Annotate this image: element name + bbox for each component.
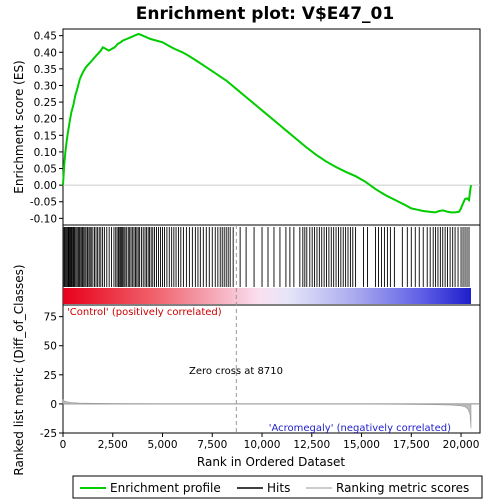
es-y-tick-label: 0.35 [34, 64, 57, 76]
rm-y-axis-label: Ranked list metric (Diff_of_Classes) [12, 264, 26, 475]
chart-title: Enrichment plot: V$E47_01 [136, 4, 394, 24]
x-axis: 0 2,500 5,000 7,500 10,000 12,500 15,000 17,500… [60, 433, 480, 451]
x-tick-label: 2,500 [98, 439, 128, 451]
ranking-metric-area [62, 399, 472, 429]
es-y-tick-label: 0.05 [34, 164, 57, 176]
rm-y-tick-label: 25 [44, 370, 57, 382]
rank-color-bar [63, 288, 471, 304]
x-tick-label: 5,000 [147, 439, 177, 451]
x-tick-label: 12,500 [293, 439, 330, 451]
x-tick-label: 0 [60, 439, 67, 451]
rm-y-tick-label: 75 [44, 312, 57, 324]
legend-label-enrichment: Enrichment profile [110, 481, 221, 495]
rm-y-axis: -25 0 25 50 75 [40, 312, 63, 440]
x-tick-label: 17,500 [393, 439, 430, 451]
es-y-axis: -0.10 -0.05 0.00 0.05 0.10 0.15 0.20 0.25 0.30 0.… [30, 31, 63, 225]
legend-label-ranking: Ranking metric scores [336, 481, 469, 495]
x-axis-label: Rank in Ordered Dataset [197, 455, 345, 469]
x-tick-label: 10,000 [244, 439, 281, 451]
x-tick-label: 15,000 [343, 439, 380, 451]
es-y-tick-label: 0.00 [34, 180, 57, 192]
es-y-tick-label: 0.40 [34, 47, 57, 59]
es-y-tick-label: 0.45 [34, 31, 57, 43]
x-tick-label: 7,500 [197, 439, 227, 451]
negative-class-label: 'Acromegaly' (negatively correlated) [269, 423, 451, 434]
rm-y-tick-label: 0 [50, 399, 57, 411]
ranked-metric-panel [62, 304, 481, 434]
zero-cross-label: Zero cross at 8710 [189, 366, 283, 377]
es-y-tick-label: -0.05 [30, 197, 57, 209]
es-y-tick-label: 0.10 [34, 147, 57, 159]
es-y-tick-label: 0.30 [34, 80, 57, 92]
enrichment-profile-line [62, 32, 472, 214]
hit-lines [62, 227, 470, 287]
es-y-tick-label: 0.15 [34, 130, 57, 142]
es-y-axis-label: Enrichment score (ES) [12, 60, 26, 193]
positive-class-label: 'Control' (positively correlated) [67, 307, 222, 318]
es-y-tick-label: -0.10 [30, 213, 57, 225]
legend-label-hits: Hits [267, 481, 290, 495]
rm-y-tick-label: 50 [44, 341, 57, 353]
rm-y-tick-label: -25 [40, 428, 57, 440]
legend-box [72, 475, 483, 499]
es-y-tick-label: 0.20 [34, 114, 57, 126]
enrichment-panel [62, 28, 481, 226]
es-y-tick-label: 0.25 [34, 97, 57, 109]
x-tick-label: 20,000 [443, 439, 480, 451]
